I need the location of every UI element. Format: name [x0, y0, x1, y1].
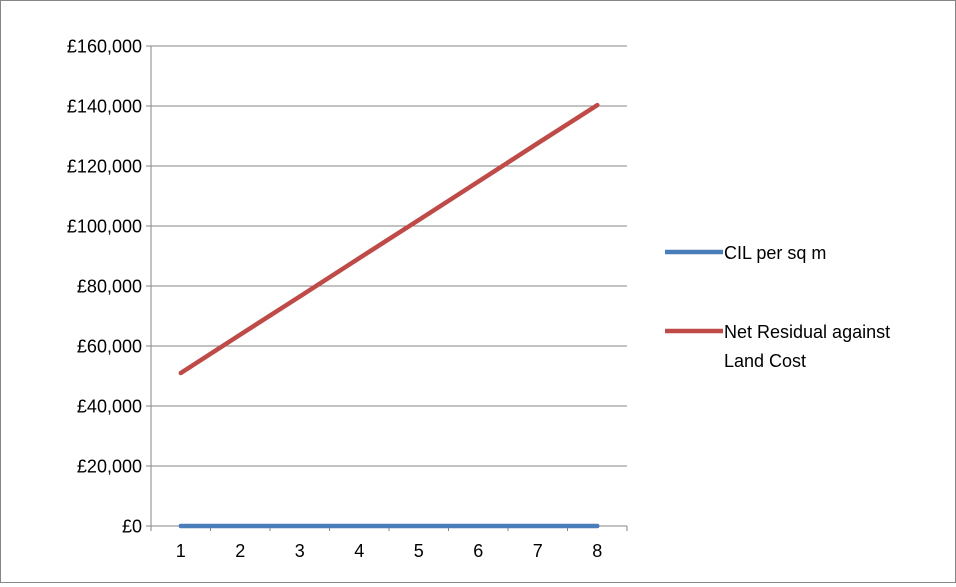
legend-label: CIL per sq m — [724, 243, 826, 263]
y-tick-label: £20,000 — [77, 457, 142, 477]
y-axis-tick-labels: £0 £20,000 £40,000 £60,000 £80,000 £100,000 £1… — [67, 37, 142, 537]
y-tick-label: £120,000 — [67, 157, 142, 177]
y-tick-label: £160,000 — [67, 37, 142, 57]
x-tick-label: 8 — [592, 541, 602, 561]
y-tick-label: £140,000 — [67, 97, 142, 117]
y-tick-label: £0 — [122, 517, 142, 537]
x-axis-tick-labels: 1 2 3 4 5 6 7 8 — [176, 541, 603, 561]
gridlines — [151, 45, 627, 467]
legend-label: Net Residual against Land Cost — [724, 322, 890, 371]
x-tick-label: 7 — [533, 541, 543, 561]
x-tick-label: 4 — [354, 541, 364, 561]
x-tick-label: 2 — [235, 541, 245, 561]
series-line-2 — [178, 102, 600, 376]
x-tick-label: 3 — [295, 541, 305, 561]
axes — [146, 45, 628, 531]
y-tick-label: £80,000 — [77, 277, 142, 297]
y-tick-label: £60,000 — [77, 337, 142, 357]
x-tick-label: 5 — [414, 541, 424, 561]
series-lines — [178, 102, 600, 529]
legend: CIL per sq m Net Residual against Land Cos… — [665, 243, 890, 371]
x-tick-label: 6 — [473, 541, 483, 561]
x-tick-label: 1 — [176, 541, 186, 561]
y-tick-label: £40,000 — [77, 397, 142, 417]
y-tick-label: £100,000 — [67, 217, 142, 237]
